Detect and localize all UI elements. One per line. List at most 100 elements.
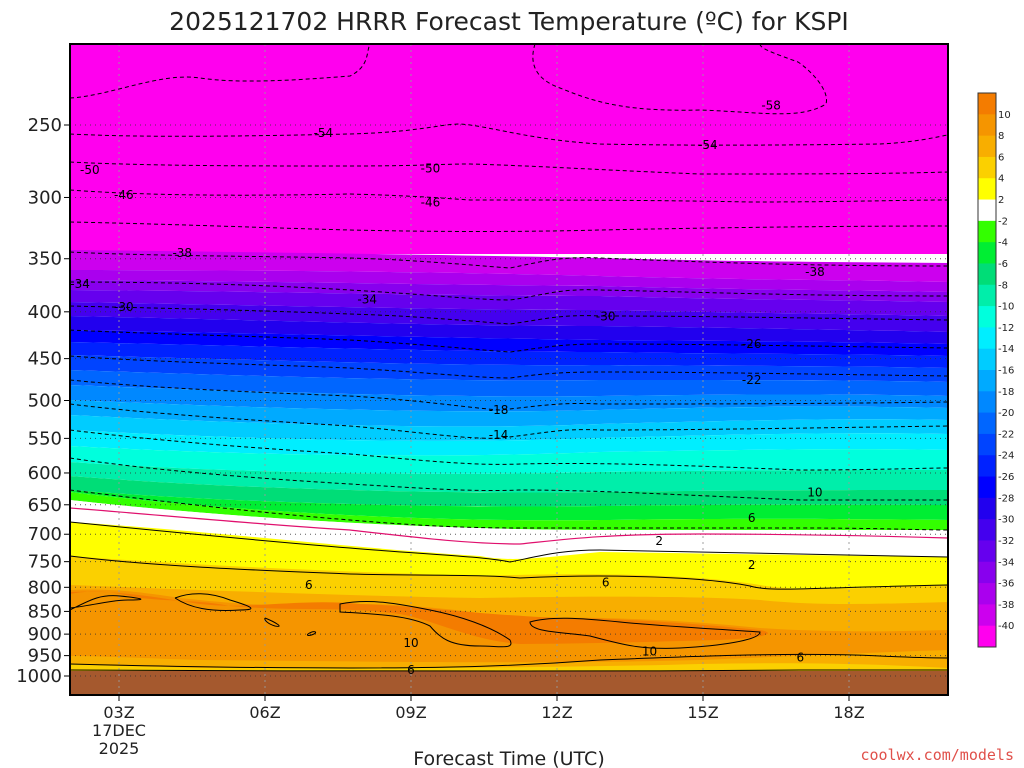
colorbar-label: -22 [998,429,1014,440]
contour-label: -50 [80,163,100,177]
contour-label: -50 [421,162,441,176]
band-minus-4 [70,490,948,521]
x-tick-label: 12Z [541,703,572,722]
colorbar-swatch [978,178,996,201]
colorbar-label: -28 [998,493,1014,504]
grid-lines [70,44,948,695]
contour-label: -30 [596,310,616,324]
contour-label: -26 [742,337,762,351]
band-minus-14 [70,415,948,441]
colorbar-label: -14 [998,344,1014,355]
colorbar-label: -10 [998,302,1014,313]
y-tick-label: 700 [28,524,62,545]
y-tick-label: 1000 [16,666,62,687]
colorbar-swatch [978,476,996,499]
temperature-bands [70,44,948,695]
x-tick-label: 18Z [833,703,864,722]
y-tick-label: 350 [28,249,62,270]
contour-plus-2 [70,521,948,563]
colorbar-label: 2 [998,195,1004,206]
colorbar-swatch [978,135,996,158]
contour-label: 6 [407,663,415,677]
colorbar-label: 4 [998,174,1004,185]
x-tick-label: 15Z [687,703,718,722]
band-minus-2 [70,492,948,530]
contour-label: 2 [655,534,663,548]
colorbar-label: -16 [998,366,1014,377]
colorbar-swatch [978,156,996,179]
x-date-year: 2025 [99,739,140,758]
colorbar-label: 8 [998,131,1004,142]
contour-minus-14 [70,403,948,439]
colorbar-swatch [978,455,996,478]
y-tick-label: 500 [28,391,62,412]
band-plus-10 [70,591,768,644]
colorbar-swatch [978,412,996,435]
plot-area: -58 -54 -54 -50 -50 -46 -46 -38 -38 -34 -34 -30 -30 -… [70,44,948,695]
band-minus-8 [70,462,948,493]
band-minus-36 [70,270,948,292]
contour-lines [70,44,948,672]
contour-label: -46 [114,188,134,202]
contour-label: -38 [172,246,192,260]
contour-label: -22 [742,373,762,387]
colorbar-swatch [978,370,996,392]
band-minus-18 [70,385,948,412]
band-zero [70,500,948,559]
colorbar-swatch [978,497,996,520]
colorbar-label: -20 [998,408,1014,419]
colorbar-swatch [978,583,996,605]
colorbar-label: -34 [998,557,1014,568]
colorbar-swatch [978,433,996,456]
colorbar-label: -24 [998,451,1014,462]
colorbar-swatch [978,348,996,371]
contour-plus-6-surface [70,669,948,672]
colorbar-swatch [978,604,996,627]
plot-frame [69,43,949,696]
colorbar-label: 6 [998,152,1004,163]
y-tick-label: 750 [28,552,62,573]
x-tick-label: 09Z [395,703,426,722]
contour-label: -54 [698,138,718,152]
contour-minus-26 [70,329,948,353]
contour-minus-38 [70,251,948,269]
x-axis: 03Z 06Z 09Z 12Z 15Z 18Z [103,695,865,722]
contour-plus-6 [70,555,948,590]
band-minus-24 [70,342,948,368]
contour-label: -34 [357,293,377,307]
contour-plus-10-east [529,617,761,649]
colorbar-swatch [978,561,996,584]
colorbar-swatch [978,93,996,115]
y-tick-label: 800 [28,577,62,598]
colorbar-label: -40 [998,621,1014,632]
colorbar: 10 8 6 4 2 -2 -4 -6 -8 -10 -12 -14 -16 -18 -20 -22 -24 -2… [977,92,1014,648]
colorbar-swatch [978,284,996,307]
y-tick-label: 250 [28,115,62,136]
colorbar-label: -4 [998,238,1008,249]
colorbar-swatch [978,391,996,414]
x-tick-label: 06Z [249,703,280,722]
contour-label: -34 [70,277,90,291]
contour-label: -54 [314,126,334,140]
colorbar-swatch [978,114,996,137]
contour-plus-6-low [70,653,948,669]
colorbar-swatch [978,327,996,350]
contour-label: 6 [797,651,805,665]
y-tick-label: 450 [28,349,62,370]
contour-label: -30 [114,300,134,314]
band-minus-6 [70,476,948,507]
contour-minus-34 [70,281,948,301]
colorbar-label: -8 [998,280,1008,291]
colorbar-label: -6 [998,259,1008,270]
contour-label: 6 [602,575,610,589]
contour-minus-10 [70,429,948,471]
colorbar-label: -36 [998,579,1014,590]
contour-label: -58 [761,98,781,112]
colorbar-swatch [978,220,996,243]
colorbar-swatch [978,242,996,264]
band-minus-12 [70,430,948,456]
chart-title: 2025121702 HRRR Forecast Temperature (ºC… [169,7,849,36]
credit-text: coolwx.com/models [860,746,1014,764]
contour-minus-54 [70,123,948,146]
